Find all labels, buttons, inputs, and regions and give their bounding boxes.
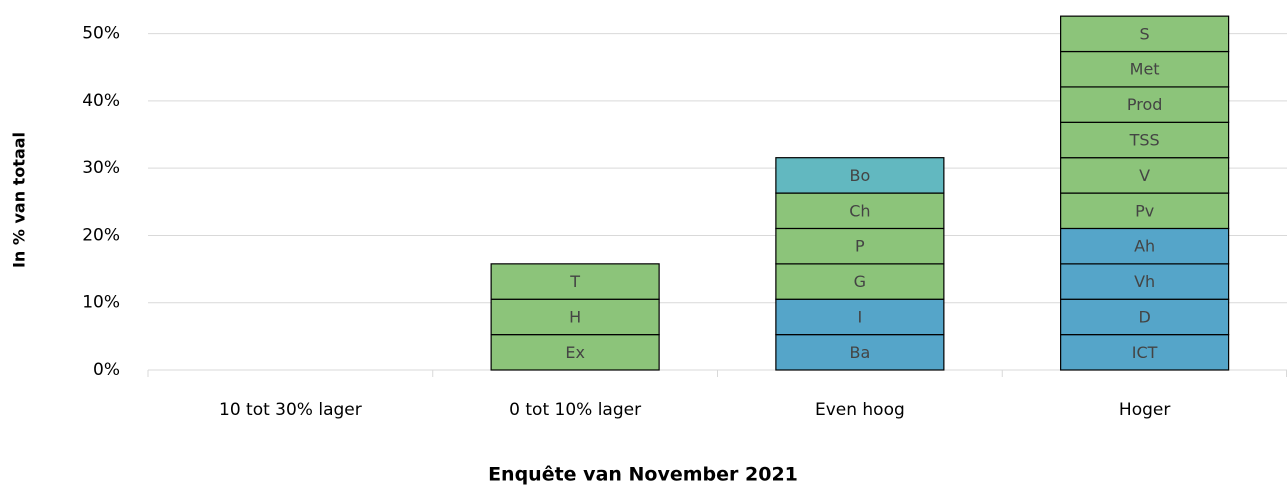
segment-label: Ch bbox=[849, 201, 870, 220]
segment-label: TSS bbox=[1129, 130, 1160, 149]
y-axis-title: In % van totaal bbox=[10, 132, 29, 268]
bar-segment bbox=[1060, 298, 1230, 336]
segment-label: V bbox=[1139, 166, 1150, 185]
bar-segment bbox=[490, 298, 660, 336]
segment-label: ICT bbox=[1132, 343, 1158, 362]
segment-label: D bbox=[1138, 307, 1150, 326]
bar-segment bbox=[1060, 263, 1230, 300]
bar-segment bbox=[490, 263, 660, 300]
bar-segment bbox=[1060, 121, 1230, 159]
segment-label: G bbox=[854, 272, 866, 291]
y-tick-label: 50% bbox=[82, 24, 120, 44]
segment-label: Prod bbox=[1127, 95, 1163, 114]
y-tick-label: 30% bbox=[82, 158, 120, 178]
bar-segment bbox=[1060, 157, 1230, 194]
segment-label: Met bbox=[1130, 60, 1160, 79]
y-tick-label: 10% bbox=[82, 293, 120, 313]
bar-segment bbox=[775, 298, 945, 336]
bar-segment bbox=[775, 334, 945, 371]
segment-label: Ba bbox=[849, 343, 870, 362]
x-axis-title: Enquête van November 2021 bbox=[488, 464, 798, 486]
y-tick-label: 40% bbox=[82, 91, 120, 111]
segment-label: Pv bbox=[1135, 201, 1154, 220]
x-tick-label: 0 tot 10% lager bbox=[509, 400, 641, 420]
x-tick-label: 10 tot 30% lager bbox=[219, 400, 362, 420]
x-tick-label: Even hoog bbox=[815, 400, 905, 420]
bar-segment bbox=[1060, 227, 1230, 265]
segment-label: Vh bbox=[1134, 272, 1155, 291]
segment-label: Bo bbox=[849, 166, 870, 185]
bar-segment bbox=[1060, 334, 1230, 371]
bar-segment bbox=[1060, 50, 1230, 88]
bar-segment bbox=[490, 334, 660, 371]
y-tick-label: 0% bbox=[93, 360, 120, 380]
bar-segment bbox=[1060, 15, 1230, 53]
segment-label: Ah bbox=[1134, 237, 1155, 256]
x-tick-label: Hoger bbox=[1119, 400, 1170, 420]
bar-segment bbox=[775, 157, 945, 194]
segment-label: S bbox=[1140, 24, 1150, 43]
y-tick-label: 20% bbox=[82, 225, 120, 245]
segment-label: P bbox=[855, 237, 865, 256]
segment-label: T bbox=[569, 272, 580, 291]
segment-label: H bbox=[569, 307, 581, 326]
segment-label: Ex bbox=[565, 343, 585, 362]
segment-label: I bbox=[858, 307, 863, 326]
